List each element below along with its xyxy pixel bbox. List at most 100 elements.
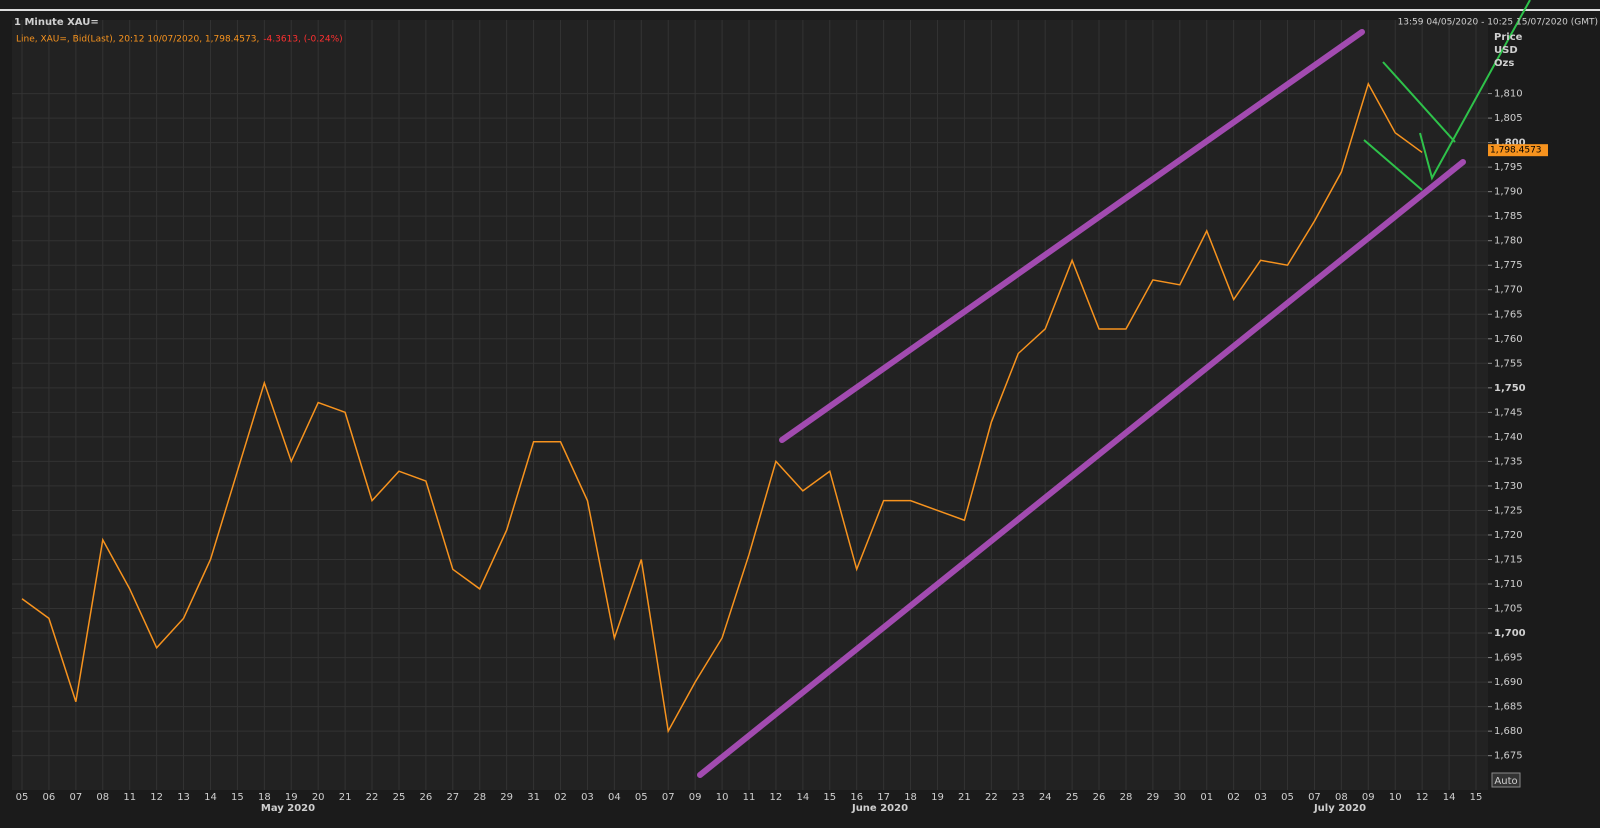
x-tick-label: 25 (1066, 792, 1079, 803)
auto-button-label[interactable]: Auto (1494, 776, 1517, 787)
x-tick-label: 06 (43, 792, 56, 803)
y-tick-label: 1,675 (1494, 751, 1523, 762)
x-tick-label: 14 (1443, 792, 1456, 803)
y-tick-label: 1,810 (1494, 89, 1523, 100)
x-tick-label: 13 (177, 792, 190, 803)
x-tick-label: 08 (1335, 792, 1348, 803)
x-tick-label: 24 (1039, 792, 1052, 803)
x-tick-label: 25 (393, 792, 406, 803)
y-tick-label: 1,790 (1494, 187, 1523, 198)
x-tick-label: 15 (823, 792, 836, 803)
x-tick-label: 22 (985, 792, 998, 803)
x-tick-label: 26 (1093, 792, 1106, 803)
legend: Line, XAU=, Bid(Last), 20:12 10/07/2020,… (16, 35, 259, 45)
x-tick-label: 14 (796, 792, 809, 803)
x-tick-label: 01 (1200, 792, 1213, 803)
green-arrow (1419, 0, 1531, 181)
x-tick-label: 07 (1308, 792, 1321, 803)
last-price-flag (1488, 144, 1548, 157)
price-line (21, 81, 1423, 734)
y-tick-label: 1,755 (1494, 358, 1523, 369)
month-label: July 2020 (1313, 803, 1366, 814)
y-tick-label: 1,780 (1494, 236, 1523, 247)
x-tick-label: 11 (743, 792, 756, 803)
range-text: 13:59 04/05/2020 - 10:25 15/07/2020 (GMT… (1398, 18, 1598, 28)
y-tick-label: 1,775 (1494, 260, 1523, 271)
x-tick-label: 03 (1254, 792, 1267, 803)
x-tick-label: 23 (1012, 792, 1025, 803)
y-tick-label: 1,705 (1494, 604, 1523, 615)
x-tick-label: 04 (608, 792, 621, 803)
x-tick-label: 22 (366, 792, 379, 803)
x-tick-label: 08 (96, 792, 109, 803)
x-tick-label: 19 (931, 792, 944, 803)
y-tick-label: 1,770 (1494, 285, 1523, 296)
y-tick-label: 1,690 (1494, 677, 1523, 688)
y-tick-label: 1,765 (1494, 309, 1523, 320)
trend-line (697, 159, 1466, 778)
y-tick-label: 1,685 (1494, 702, 1523, 713)
x-tick-label: 27 (446, 792, 459, 803)
x-tick-label: 09 (1362, 792, 1375, 803)
x-tick-label: 21 (958, 792, 971, 803)
change-text: -4.3613, (-0.24%) (263, 35, 342, 45)
x-tick-label: 29 (1147, 792, 1160, 803)
x-tick-label: 31 (527, 792, 540, 803)
y-tick-label: 1,805 (1494, 113, 1523, 124)
y-tick-label: 1,760 (1494, 334, 1523, 345)
x-tick-label: 12 (150, 792, 163, 803)
x-tick-label: 29 (500, 792, 513, 803)
y-tick-label: 1,750 (1494, 383, 1526, 394)
annotations (697, 0, 1531, 778)
plot-area (12, 20, 1488, 790)
x-tick-label: 26 (420, 792, 433, 803)
y-tick-label: 1,800 (1494, 138, 1526, 149)
green-line (1363, 139, 1423, 191)
auto-button[interactable] (1491, 772, 1521, 788)
x-tick-label: 14 (204, 792, 217, 803)
y-tick-label: 1,730 (1494, 481, 1523, 492)
plot (21, 81, 1423, 734)
x-tick-label: 12 (1416, 792, 1429, 803)
x-tick-label: 09 (689, 792, 702, 803)
x-tick-label: 02 (554, 792, 567, 803)
x-tick-label: 05 (635, 792, 648, 803)
y-tick-label: 1,715 (1494, 554, 1523, 565)
x-tick-label: 07 (662, 792, 675, 803)
y-tick-label: 1,700 (1494, 628, 1526, 639)
y-axis-label: USD (1494, 45, 1518, 56)
last-price-label: 1,798.4573 (1490, 146, 1542, 156)
y-axis-label: Ozs (1494, 58, 1514, 69)
x-tick-label: 28 (473, 792, 486, 803)
x-tick-label: 05 (16, 792, 29, 803)
x-tick-label: 19 (285, 792, 298, 803)
x-tick-label: 03 (581, 792, 594, 803)
x-tick-label: 18 (258, 792, 271, 803)
x-tick-label: 02 (1227, 792, 1240, 803)
x-tick-label: 15 (1470, 792, 1483, 803)
x-tick-label: 17 (877, 792, 890, 803)
y-tick-label: 1,795 (1494, 162, 1523, 173)
x-tick-label: 18 (904, 792, 917, 803)
green-line (1382, 61, 1456, 143)
x-tick-label: 28 (1120, 792, 1133, 803)
y-tick-label: 1,785 (1494, 211, 1523, 222)
x-tick-label: 15 (231, 792, 244, 803)
x-tick-label: 05 (1281, 792, 1294, 803)
y-tick-label: 1,710 (1494, 579, 1523, 590)
x-tick-label: 10 (1389, 792, 1402, 803)
x-tick-label: 21 (339, 792, 352, 803)
x-tick-label: 10 (716, 792, 729, 803)
y-tick-label: 1,725 (1494, 505, 1523, 516)
x-tick-label: 07 (69, 792, 82, 803)
x-tick-label: 12 (770, 792, 783, 803)
y-tick-label: 1,720 (1494, 530, 1523, 541)
trend-line (779, 29, 1365, 443)
x-tick-label: 16 (850, 792, 863, 803)
y-tick-label: 1,695 (1494, 653, 1523, 664)
chart-title: 1 Minute XAU= (14, 17, 99, 28)
y-tick-label: 1,735 (1494, 456, 1523, 467)
y-tick-label: 1,745 (1494, 407, 1523, 418)
y-tick-label: 1,680 (1494, 726, 1523, 737)
